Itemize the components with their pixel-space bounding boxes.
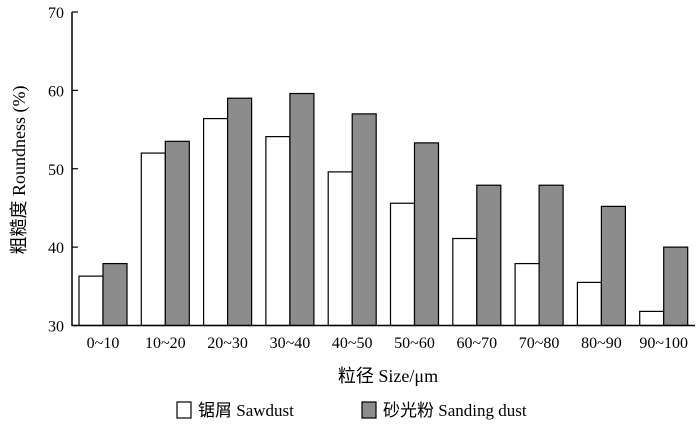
bar-sanding-dust-6 xyxy=(476,184,502,327)
y-tick-label: 30 xyxy=(48,319,64,336)
y-tick-label: 50 xyxy=(48,162,64,179)
bar-sawdust-5 xyxy=(389,202,416,327)
x-tick-label: 70~80 xyxy=(519,335,560,352)
bar-sanding-dust-3 xyxy=(289,92,315,327)
legend-label-sawdust: 锯屑 Sawdust xyxy=(198,401,294,420)
bar-sawdust-7 xyxy=(514,262,540,327)
bar-sawdust-0 xyxy=(78,275,104,327)
y-tick-label: 60 xyxy=(48,83,64,100)
bar-sanding-dust-5 xyxy=(413,142,440,327)
x-tick-label: 10~20 xyxy=(145,335,186,352)
bar-sawdust-4 xyxy=(327,171,353,327)
bar-sanding-dust-4 xyxy=(351,113,377,327)
x-tick-label: 20~30 xyxy=(207,335,248,352)
bar-sanding-dust-8 xyxy=(600,205,627,327)
x-tick-label: 90~100 xyxy=(639,335,688,352)
bar-sawdust-3 xyxy=(265,136,291,327)
bar-sanding-dust-1 xyxy=(164,140,190,327)
bar-sawdust-6 xyxy=(452,237,478,327)
legend-swatch-sawdust xyxy=(176,401,192,419)
y-ticks: 30 40 50 60 70 xyxy=(48,5,78,336)
legend-label-sanding-dust: 砂光粉 Sanding dust xyxy=(383,401,527,420)
legend-swatch-sanding-dust xyxy=(361,401,377,419)
y-tick-label: 70 xyxy=(48,5,64,22)
x-tick-label: 0~10 xyxy=(87,335,120,352)
bar-sawdust-1 xyxy=(140,152,166,327)
y-tick-label: 40 xyxy=(48,240,64,257)
x-tick-label: 30~40 xyxy=(270,335,311,352)
bar-sawdust-2 xyxy=(203,117,229,327)
x-ticks: 0~10 10~20 20~30 30~40 40~50 50~60 60~70 70~80 8… xyxy=(87,335,688,352)
chart-marks xyxy=(78,92,689,327)
bar-sawdust-8 xyxy=(576,281,603,327)
x-tick-label: 50~60 xyxy=(394,335,435,352)
bar-sanding-dust-2 xyxy=(227,97,253,327)
legend: 锯屑 Sawdust 砂光粉 Sanding dust xyxy=(176,401,527,420)
x-tick-label: 60~70 xyxy=(456,335,497,352)
bar-sanding-dust-7 xyxy=(538,184,564,327)
y-axis-title: 粗糙度 Roundness (%) xyxy=(9,86,30,255)
x-tick-label: 40~50 xyxy=(332,335,373,352)
bar-sanding-dust-9 xyxy=(663,246,689,327)
bar-sawdust-9 xyxy=(639,310,665,327)
bar-sanding-dust-0 xyxy=(102,262,128,327)
x-axis-title: 粒径 Size/μm xyxy=(338,366,438,386)
x-tick-label: 80~90 xyxy=(581,335,622,352)
